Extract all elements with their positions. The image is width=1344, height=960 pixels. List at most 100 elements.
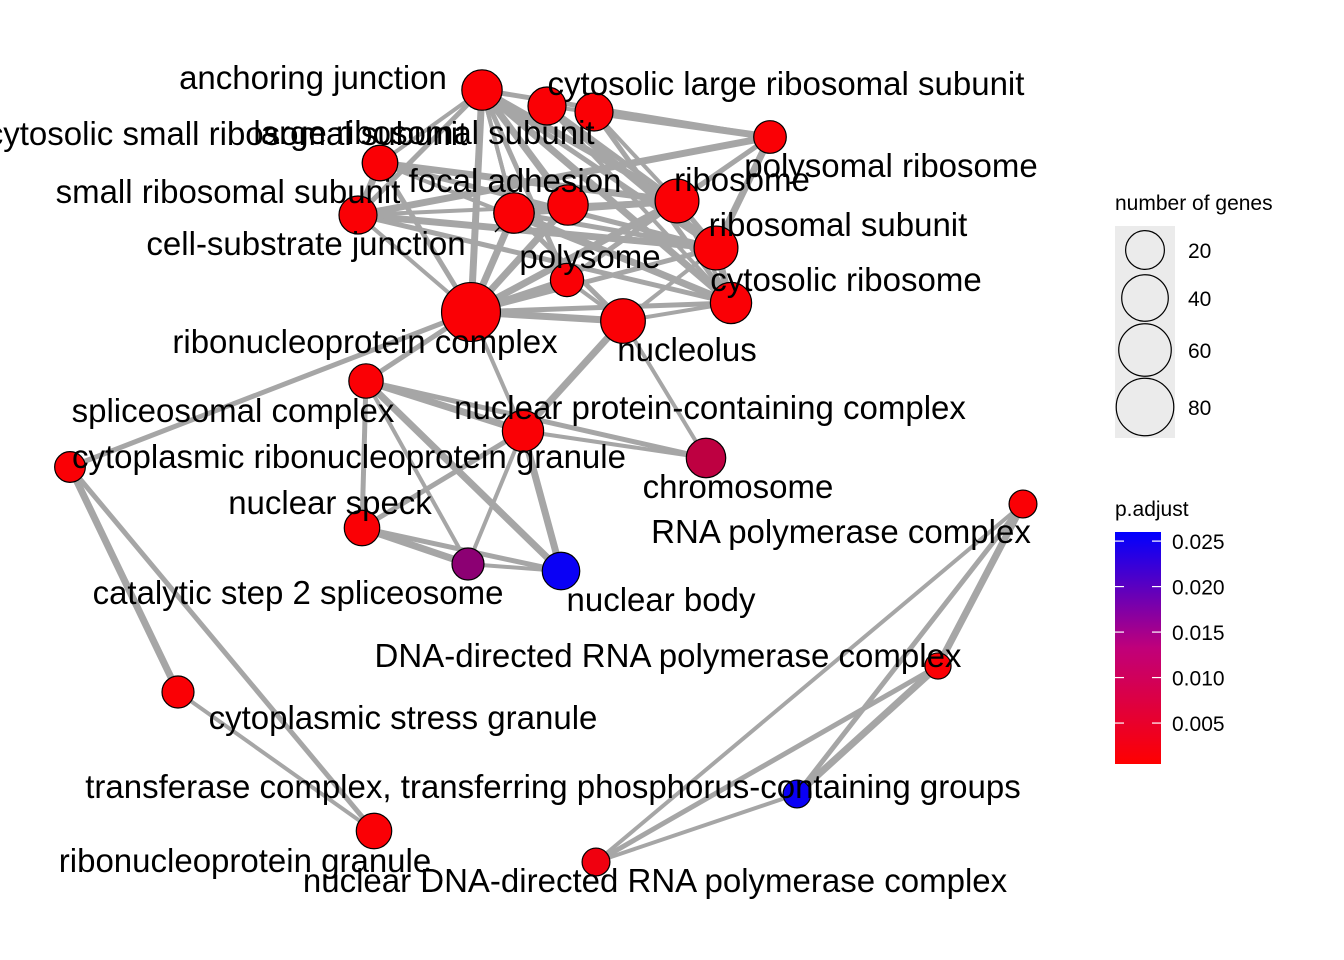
node-label-polysomal: polysomal ribosome [744,147,1037,184]
size-legend-keys: 20 40 60 80 [1115,230,1211,437]
edge-nuc_protein-cat_step2 [466,430,525,565]
node-label-transferase: transferase complex, transferring phosph… [85,768,1021,805]
edge-nuc_protein-nuc_speck [360,428,525,531]
edge-rna_pol-dna_rna_pol [934,502,1027,668]
edge-dna_rna_pol-nuc_dna_rna_pol [594,663,940,865]
edge-rna_pol-transferase [795,502,1025,796]
color-legend-tick-label: 0.010 [1172,668,1225,691]
color-legend-tick-label: 0.015 [1172,622,1225,645]
edge-cyto_rnp_granule-rnp_granule [68,465,376,833]
node-label-small_sub: small ribosomal subunit [56,173,401,210]
edge-small_sub-polysomal [357,133,771,219]
node-label-large_sub: large ribosomal subunit [253,114,594,151]
edge-anchoring-cytosolic_small [378,88,484,165]
size-legend-circle [1118,323,1172,377]
edge-rna_pol-nuc_dna_rna_pol [594,502,1025,864]
size-legend-label: 40 [1188,288,1211,311]
node-layer [54,69,1038,877]
node-small_sub [338,195,378,235]
size-legend-label: 60 [1188,340,1211,363]
edge-focal-anchoring [480,88,570,207]
label-layer: anchoring junction cytosolic large riboso… [0,59,1038,899]
node-nucleolus [600,298,646,344]
node-nuc_protein [501,409,545,453]
edge-nucleolus-nuc_protein [520,318,626,434]
edge-small_sub-ribo_sub [357,211,717,252]
edge-nuc_protein-nuc_body [519,430,565,572]
node-label-spliceosomal: spliceosomal complex [72,392,395,429]
node-label-nuc_dna_rna_pol: nuclear DNA-directed RNA polymerase comp… [303,862,1008,899]
node-nuc_speck [343,509,381,547]
size-legend-title: number of genes [1115,192,1273,215]
edge-ribosome-rnp_complex [469,197,679,316]
edge-nuc_protein-chromosome [522,429,707,460]
edge-spliceosomal-nuc_speck [359,380,369,529]
node-transferase [782,779,812,809]
node-large_a [527,86,567,126]
node-nuc_dna_rna_pol [581,847,611,877]
node-anchoring [461,69,503,111]
edge-dna_rna_pol-transferase [794,663,941,797]
node-nuc_body [541,551,581,591]
size-legend-label: 20 [1188,240,1211,263]
node-label-dna_rna_pol: DNA-directed RNA polymerase complex [375,637,962,674]
edge-rnp_complex-cyto_rnp_granule [69,309,472,470]
node-label-nuc_body: nuclear body [567,581,756,618]
node-label-focal: focal adhesion [409,162,622,199]
edge-small_sub-cyto_ribosome [357,212,732,306]
node-label-ribosome: ribosome [674,161,810,198]
node-label-rnp_granule: ribonucleoprotein granule [59,842,431,879]
edge-cyto_ribosome-rnp_complex [470,300,732,315]
node-label-chromosome: chromosome [643,468,834,505]
color-legend-ticks: 0.025 0.020 0.015 0.010 0.005 [1115,531,1225,736]
color-legend-title: p.adjust [1115,498,1189,521]
edge-spliceosomal-nuc_body [363,378,564,574]
size-legend: number of genes 20 40 60 80 [1115,192,1273,438]
node-cyto_rnp_granule [54,451,86,483]
edge-anchoring-small_sub [356,88,484,217]
edge-cytosolic_large-polysomal [593,108,771,141]
edge-cyto_rnp_granule-cyto_stress [66,465,182,694]
node-label-cyto_rnp_granule: cytoplasmic ribonucleoprotein granule [72,438,626,475]
node-dna_rna_pol [924,652,952,680]
node-label-cat_step2: catalytic step 2 spliceosome [93,574,504,611]
node-label-nuc_speck: nuclear speck [228,484,432,521]
color-legend-tick-label: 0.025 [1172,531,1225,554]
node-chromosome [685,437,727,479]
color-legend: p.adjust 0.025 0.020 0.015 0.010 0.005 [1115,498,1225,764]
node-label-rna_pol: RNA polymerase complex [651,513,1031,550]
node-label-cell_sub: cell-substrate junction [146,225,465,262]
color-legend-bar [1115,532,1161,764]
node-label-nucleolus: nucleolus [617,331,756,368]
node-large_sub [361,144,399,182]
color-legend-tick-label: 0.005 [1172,713,1225,736]
edge-spliceosomal-cat_step2 [364,380,470,565]
node-cyto_stress [161,675,195,709]
node-label-polysome: polysome [519,238,660,275]
node-rna_pol [1008,489,1038,519]
node-label-nuc_protein: nuclear protein-containing complex [454,389,966,426]
edge-nucleolus-chromosome [621,319,708,460]
edge-anchoring-fa2 [480,89,516,214]
edge-transferase-nuc_dna_rna_pol [595,792,798,864]
node-label-anchoring: anchoring junction [179,59,447,96]
node-ribo_sub [693,225,739,271]
node-polysome [549,262,585,298]
network-panel: anchoring junction cytosolic large riboso… [0,59,1038,899]
node-ribosome [654,178,700,224]
node-cyto_ribosome [709,281,753,325]
edge-fa2-ribosome [513,197,678,217]
node-label-cytosolic_small: cytosolic small ribosomal subunit [0,115,467,152]
size-legend-key-background [1115,226,1175,438]
node-rnp_complex [440,281,502,343]
node-label-cyto_ribosome: cytosolic ribosome [710,261,981,298]
color-legend-tick-label: 0.020 [1172,577,1225,600]
size-legend-circle [1121,274,1169,322]
node-spliceosomal [348,363,384,399]
size-legend-circle [1115,377,1175,437]
node-focal [547,184,589,226]
node-cat_step2 [451,547,485,581]
node-polysomal [753,120,787,154]
node-label-cytosolic_large: cytosolic large ribosomal subunit [548,65,1025,102]
